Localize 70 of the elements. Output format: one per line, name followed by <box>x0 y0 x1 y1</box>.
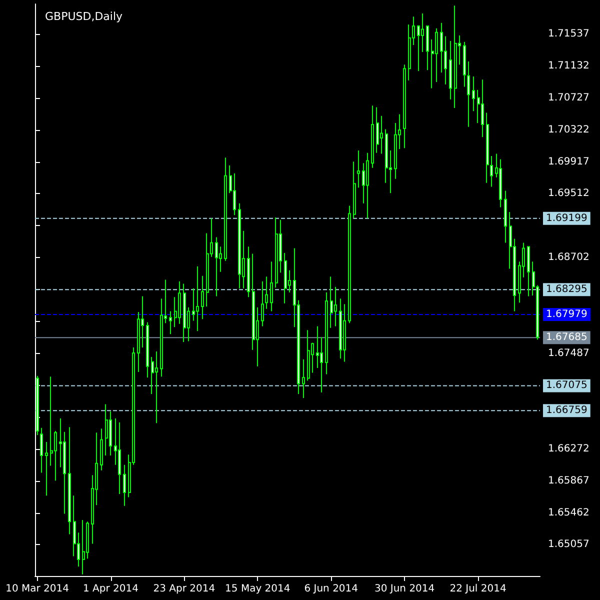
candlestick <box>284 252 287 304</box>
ref-line-label: 1.67685 <box>546 332 588 344</box>
candlestick <box>105 404 108 456</box>
candlestick <box>357 150 360 188</box>
candlestick <box>265 276 268 310</box>
text: GBPUSD,Daily <box>45 10 124 23</box>
y-tick-label: 1.65057 <box>548 539 590 550</box>
candlestick <box>201 275 204 320</box>
ref-line-label: 1.67075 <box>546 380 588 392</box>
candlestick <box>82 520 85 575</box>
y-tick-label: 1.65462 <box>548 507 590 518</box>
candlestick <box>178 280 181 324</box>
candlestick <box>426 26 429 71</box>
candlestick <box>366 152 369 219</box>
x-tick-label: 10 Mar 2014 <box>6 584 69 594</box>
candlestick <box>183 283 186 342</box>
ref-line-label: 1.66759 <box>546 405 588 416</box>
candlestick <box>371 105 374 168</box>
candlestick <box>270 261 273 312</box>
y-tick-label: 1.71132 <box>548 60 590 72</box>
ref-line-label: 1.67979 <box>546 309 588 320</box>
x-tick-label: 6 Jun 2014 <box>304 584 358 594</box>
candlestick <box>275 217 278 288</box>
y-tick-label: 1.69512 <box>548 188 590 200</box>
y-tick-label: 1.68702 <box>548 252 590 264</box>
candlestick <box>330 276 333 328</box>
candlestick <box>339 298 342 360</box>
candlestick <box>449 40 452 100</box>
candlestick <box>169 310 172 335</box>
candlestick <box>45 442 48 496</box>
candlestick <box>224 157 227 262</box>
x-tick-label: 15 May 2014 <box>225 584 290 594</box>
candlestick <box>196 266 199 332</box>
candlestick <box>527 246 530 297</box>
candlestick <box>247 246 250 298</box>
candlestick <box>123 464 126 506</box>
y-tick-label: 1.65867 <box>548 475 590 486</box>
candlestick <box>302 358 305 398</box>
ref-line-label: 1.69199 <box>546 212 588 224</box>
candlestick <box>155 350 158 424</box>
candlestick <box>68 426 71 535</box>
candlestick <box>481 79 484 138</box>
x-tick-label: 1 Apr 2014 <box>83 584 138 594</box>
candlestick <box>307 330 310 382</box>
candlestick <box>238 202 241 289</box>
x-tick-label: 23 Apr 2014 <box>153 584 216 594</box>
candlestick <box>353 161 356 219</box>
candlestick <box>261 280 264 327</box>
y-tick-label: 1.67487 <box>548 348 590 359</box>
candlestick <box>118 422 121 495</box>
y-tick-label: 1.69917 <box>548 156 590 168</box>
candlestick <box>504 190 507 244</box>
y-tick-label: 1.71537 <box>548 28 590 40</box>
candlestick <box>215 236 218 297</box>
candlestick <box>472 76 475 112</box>
x-tick-label: 22 Jul 2014 <box>450 584 506 594</box>
x-tick-label: 30 Jun 2014 <box>374 584 435 594</box>
candlestick <box>490 156 493 188</box>
y-tick-label: 1.66272 <box>548 443 590 454</box>
y-tick-label: 1.70727 <box>548 92 590 104</box>
candlestick <box>376 106 379 154</box>
candlestick <box>486 112 489 184</box>
candlestick <box>403 64 406 149</box>
candlestick <box>146 322 149 378</box>
candlestick <box>454 5 457 108</box>
candlestick <box>348 205 351 324</box>
candlestick <box>100 428 103 471</box>
candlestick <box>325 292 328 375</box>
ref-line-label: 1.68295 <box>546 284 588 296</box>
y-tick-label: 1.70322 <box>548 124 590 136</box>
